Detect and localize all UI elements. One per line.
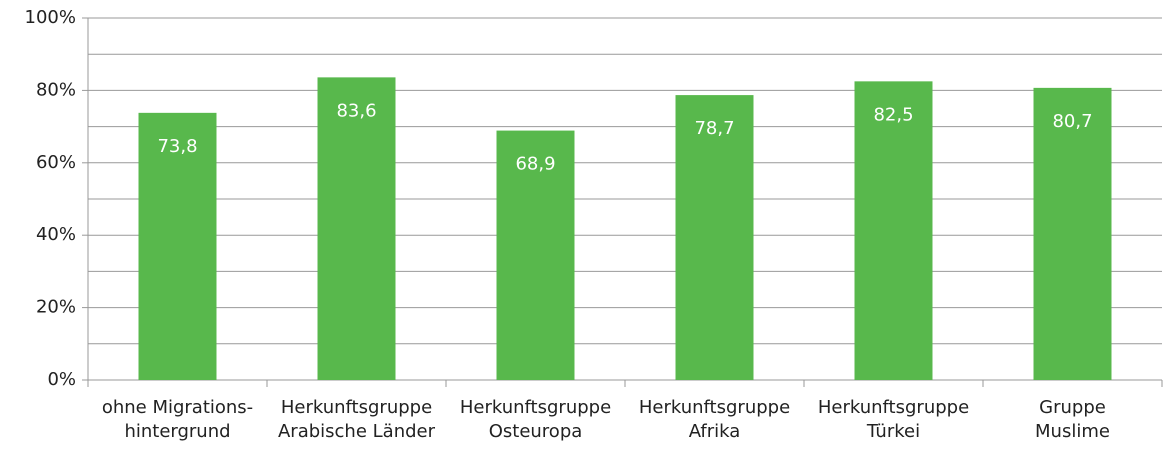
- data-label: 78,7: [694, 118, 734, 139]
- bar: [317, 77, 396, 381]
- x-tick-label: Herkunftsgruppe Osteuropa: [459, 397, 612, 442]
- y-tick-label: 40%: [36, 224, 76, 245]
- y-tick-label: 20%: [36, 297, 76, 318]
- data-label: 68,9: [515, 154, 555, 175]
- y-tick-label: 80%: [36, 79, 76, 100]
- y-tick-label: 60%: [36, 152, 76, 173]
- bar: [675, 95, 754, 380]
- y-tick-label: 0%: [47, 369, 76, 390]
- x-tick-label: ohne Migrations- hintergrund: [101, 397, 254, 442]
- bar: [496, 130, 575, 380]
- bar: [1033, 87, 1112, 380]
- bar: [854, 81, 933, 380]
- x-tick-label: Herkunftsgruppe Türkei: [817, 397, 970, 442]
- bar: [138, 112, 217, 381]
- data-label: 73,8: [157, 136, 197, 157]
- data-label: 80,7: [1052, 111, 1092, 132]
- x-tick-label: Herkunftsgruppe Arabische Länder: [277, 397, 436, 442]
- data-label: 82,5: [873, 104, 913, 125]
- data-label: 83,6: [336, 100, 376, 121]
- x-tick-label: Herkunftsgruppe Afrika: [638, 397, 791, 442]
- x-tick-label: Gruppe Muslime: [1035, 397, 1110, 442]
- y-tick-label: 100%: [25, 7, 76, 28]
